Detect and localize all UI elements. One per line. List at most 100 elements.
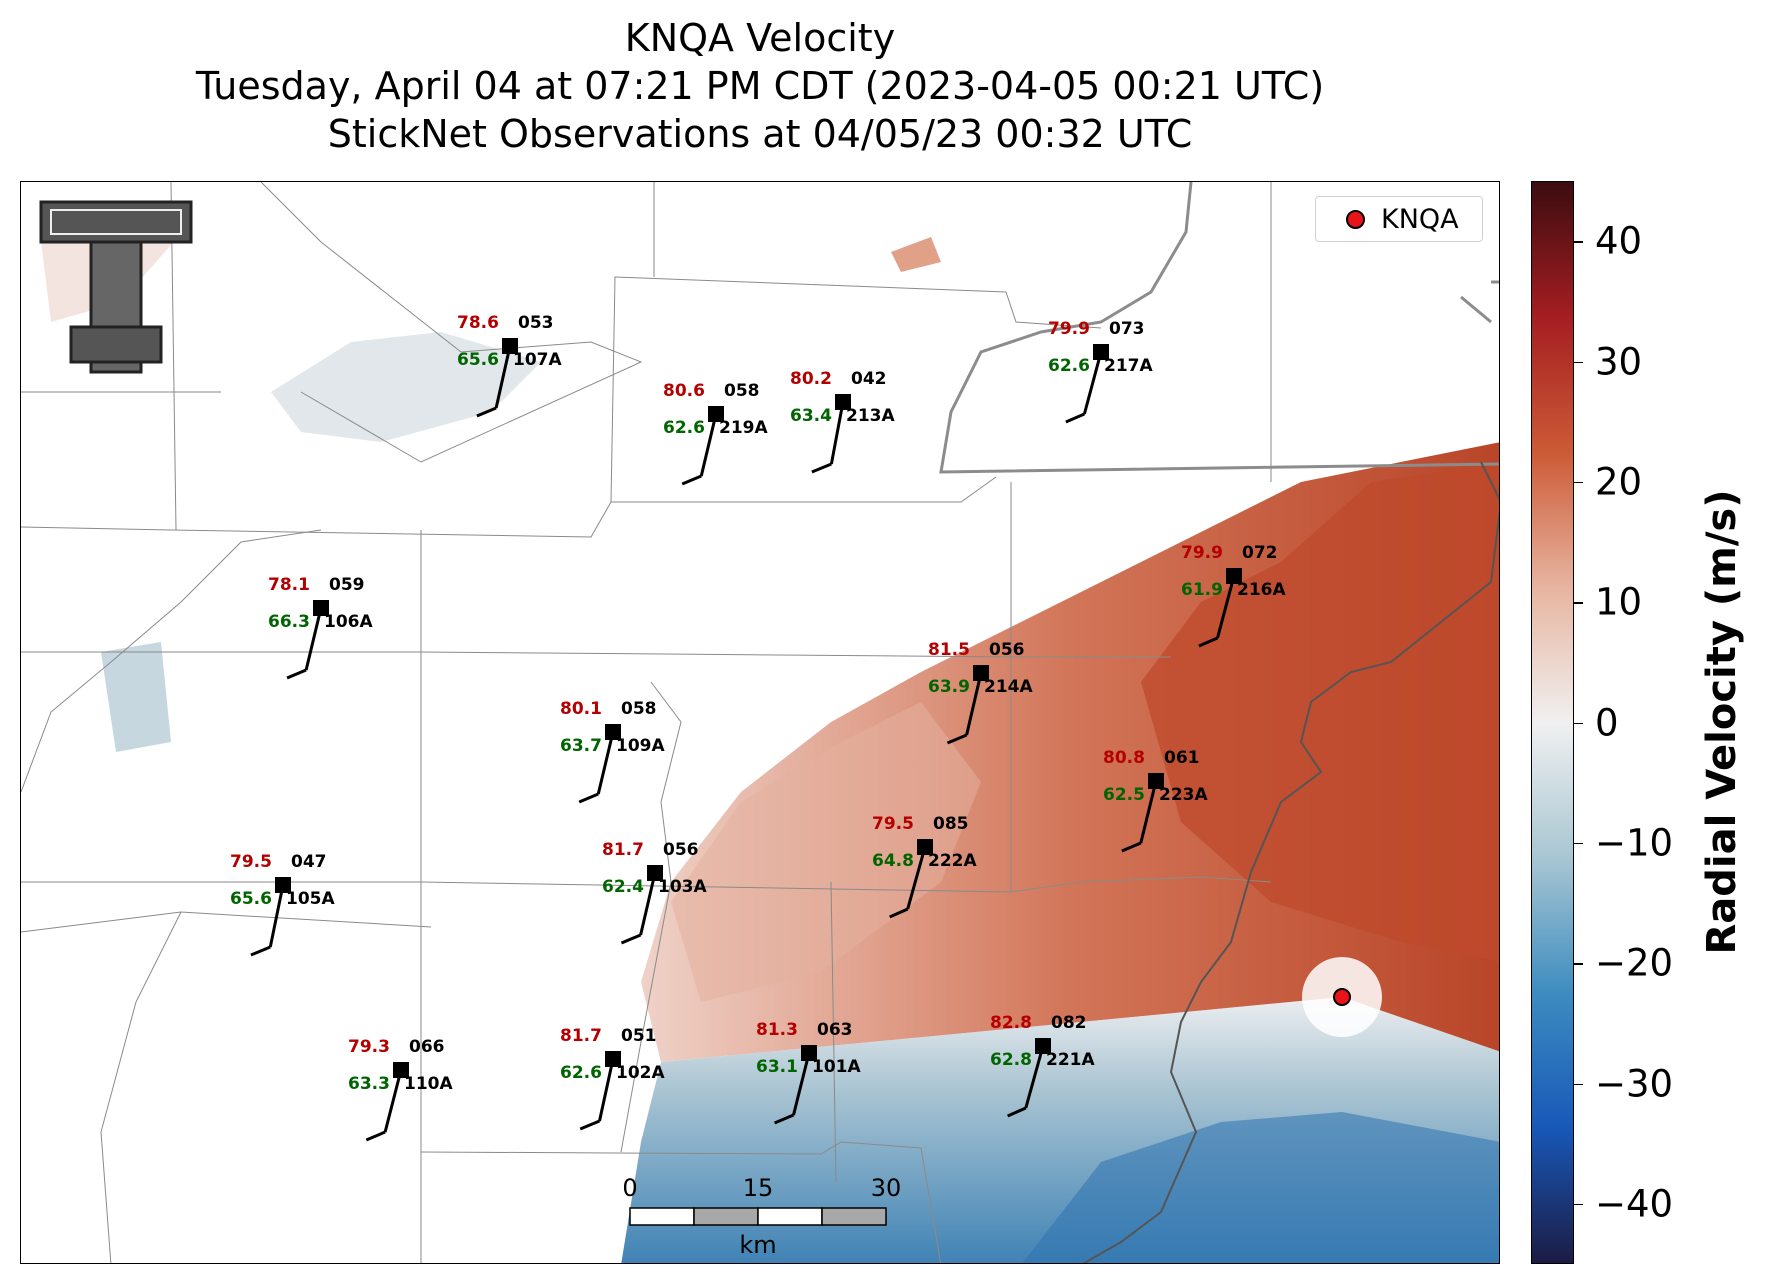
station-dewpoint: 62.6 [663, 418, 705, 438]
colorbar-tick-mark [1574, 842, 1583, 845]
figure-title: KNQA Velocity Tuesday, April 04 at 07:21… [0, 14, 1520, 158]
wind-barb-feather [889, 907, 909, 919]
station-marker[interactable] [1226, 568, 1242, 584]
station-id: 106A [324, 612, 373, 632]
wind-barb-feather [811, 462, 832, 474]
colorbar-tick-mark [1574, 722, 1583, 724]
station-temperature: 81.7 [602, 840, 644, 860]
station-marker[interactable] [502, 338, 518, 354]
county-line [830, 881, 837, 1183]
colorbar-tick-label: −10 [1595, 821, 1674, 865]
station-wind-direction: 053 [518, 313, 554, 333]
wind-barb-shaft [829, 401, 845, 465]
weak-outbound-fringe [671, 702, 981, 1002]
colorbar-tick-mark [1574, 361, 1583, 363]
station-dewpoint: 63.3 [348, 1074, 390, 1094]
wind-barb-feather [774, 1113, 795, 1125]
wind-barb-shaft [906, 846, 927, 910]
station-marker[interactable] [275, 877, 291, 893]
station-temperature: 79.5 [230, 852, 272, 872]
wind-barb-feather [286, 668, 307, 680]
station-temperature: 80.6 [663, 381, 705, 401]
wind-barb-shaft [1082, 351, 1103, 415]
station-temperature: 81.3 [756, 1020, 798, 1040]
station-marker[interactable] [1148, 773, 1164, 789]
wind-barb-shaft [639, 872, 657, 936]
station-wind-direction: 058 [724, 381, 760, 401]
county-line [21, 876, 1272, 893]
county-line [610, 276, 1102, 503]
scattered-echo-n [891, 237, 941, 272]
station-wind-direction: 061 [1164, 748, 1200, 768]
station-dewpoint: 61.9 [1181, 580, 1223, 600]
station-wind-direction: 072 [1242, 543, 1278, 563]
wind-barb-shaft [304, 607, 323, 671]
wind-barb-shaft [965, 672, 983, 736]
station-id: 103A [658, 877, 707, 897]
texas-tech-logo [39, 200, 193, 374]
station-wind-direction: 059 [329, 575, 365, 595]
radar-site-marker[interactable] [1333, 988, 1351, 1006]
logo-bar-bottom [69, 325, 163, 364]
county-line [620, 681, 682, 1153]
wind-barb-shaft [494, 345, 512, 409]
station-id: 219A [719, 418, 768, 438]
county-line [420, 1141, 942, 1263]
station-temperature: 79.9 [1181, 543, 1223, 563]
station-dewpoint: 63.1 [756, 1057, 798, 1077]
scale-segment [693, 1207, 759, 1226]
county-line [260, 182, 643, 463]
station-marker[interactable] [605, 724, 621, 740]
station-markers [275, 338, 1242, 1078]
station-wind-direction: 058 [621, 699, 657, 719]
station-marker[interactable] [605, 1051, 621, 1067]
station-marker[interactable] [973, 665, 989, 681]
wind-barb-feather [1121, 841, 1142, 853]
station-temperature: 79.9 [1048, 319, 1090, 339]
station-id: 221A [1046, 1050, 1095, 1070]
county-line [21, 476, 997, 538]
wind-barb-shaft [596, 731, 615, 795]
station-marker[interactable] [647, 865, 663, 881]
wind-barb-feather [1198, 636, 1219, 648]
station-marker[interactable] [708, 406, 724, 422]
velocity-colorbar [1531, 181, 1574, 1264]
colorbar-tick-label: −20 [1595, 941, 1674, 985]
station-dewpoint: 65.6 [457, 350, 499, 370]
station-marker[interactable] [1093, 344, 1109, 360]
wind-barb-feather [1007, 1106, 1027, 1118]
station-id: 217A [1104, 356, 1153, 376]
map-panel[interactable]: KNQA 78.6 053 65.6 107A 80.6 058 62.6 219A 80.2 0… [20, 181, 1500, 1264]
colorbar-tick-label: −40 [1595, 1182, 1674, 1226]
colorbar-title: Radial Velocity (m/s) [1699, 489, 1745, 955]
station-dewpoint: 63.7 [560, 736, 602, 756]
scale-segment [821, 1207, 887, 1226]
state-boundaries [939, 182, 1499, 474]
radar-velocity-field [41, 202, 1499, 1263]
station-marker[interactable] [393, 1062, 409, 1078]
colorbar-tick-label: 40 [1595, 219, 1643, 263]
state-line [1460, 295, 1492, 324]
map-legend: KNQA [1315, 196, 1483, 242]
colorbar-tick-label: 10 [1595, 580, 1643, 624]
scattered-echo-nw [271, 332, 541, 442]
scale-tick-15: 15 [742, 1174, 774, 1202]
station-marker[interactable] [801, 1045, 817, 1061]
wind-barb-shaft [383, 1069, 403, 1133]
station-marker[interactable] [313, 600, 329, 616]
station-marker[interactable] [1035, 1038, 1051, 1054]
colorbar-tick-label: 0 [1595, 701, 1619, 744]
station-temperature: 79.3 [348, 1037, 390, 1057]
wind-barb-feather [579, 1119, 601, 1131]
scale-tick-30: 30 [870, 1174, 902, 1202]
state-line [939, 182, 1499, 474]
station-id: 109A [616, 736, 665, 756]
station-marker[interactable] [917, 839, 933, 855]
logo-bar-top [39, 200, 193, 244]
station-marker[interactable] [835, 394, 851, 410]
mississippi-river [1082, 461, 1499, 1263]
station-dewpoint: 62.6 [1048, 356, 1090, 376]
legend-label: KNQA [1381, 203, 1459, 235]
strong-inbound-core [1022, 1112, 1499, 1263]
wind-barb-feather [578, 792, 599, 804]
